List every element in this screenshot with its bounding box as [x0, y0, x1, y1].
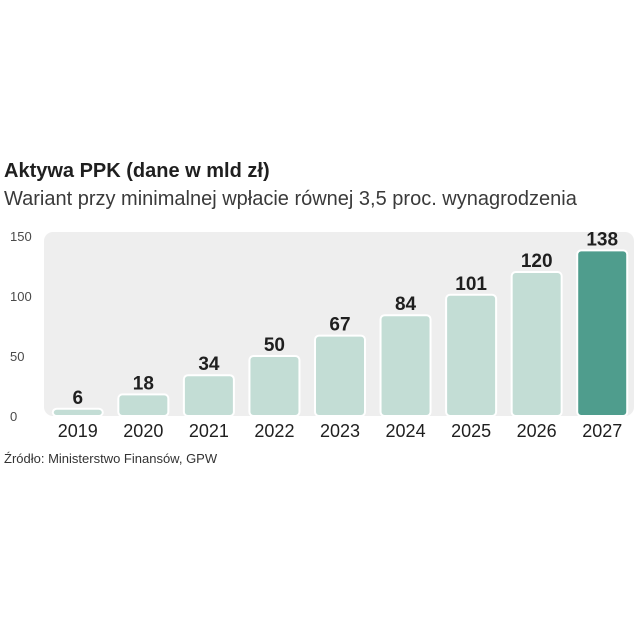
- data-label-2027: 138: [586, 229, 618, 250]
- bar-2020: [117, 393, 170, 417]
- y-tick-label: 150: [10, 229, 32, 244]
- bar-2022: [248, 355, 301, 417]
- bar-2019: [51, 407, 104, 418]
- y-tick-label: 0: [10, 409, 17, 424]
- data-label-2023: 67: [329, 315, 350, 336]
- x-tick-label-2022: 2022: [254, 421, 294, 441]
- bar-2027: [576, 249, 629, 418]
- source-note: Źródło: Ministerstwo Finansów, GPW: [4, 451, 218, 466]
- bar-2025: [445, 293, 498, 417]
- chart-subtitle: Wariant przy minimalnej wpłacie równej 3…: [4, 188, 577, 210]
- bar-2023: [314, 334, 366, 417]
- bar-2021: [182, 374, 235, 417]
- x-tick-label-2026: 2026: [517, 421, 557, 441]
- bar-2024: [379, 314, 432, 417]
- data-label-2025: 101: [455, 274, 487, 295]
- data-label-2022: 50: [264, 335, 285, 356]
- x-tick-label-2024: 2024: [386, 421, 426, 441]
- bar-chart: 0 50 100 150 6 2019 18 2020 34 2021 50 2022 67 2023 84…: [10, 229, 634, 441]
- data-label-2020: 18: [133, 373, 154, 394]
- data-label-2026: 120: [521, 251, 553, 272]
- y-tick-label: 50: [10, 349, 24, 364]
- y-tick-label: 100: [10, 289, 32, 304]
- chart-title: Aktywa PPK (dane w mld zł): [4, 160, 270, 182]
- x-tick-label-2020: 2020: [123, 421, 163, 441]
- data-label-2021: 34: [198, 354, 220, 375]
- data-label-2024: 84: [395, 294, 417, 315]
- x-tick-label-2023: 2023: [320, 421, 360, 441]
- x-tick-label-2019: 2019: [58, 421, 98, 441]
- x-tick-label-2025: 2025: [451, 421, 491, 441]
- x-tick-label-2021: 2021: [189, 421, 229, 441]
- bar-2026: [510, 271, 563, 417]
- x-tick-label-2027: 2027: [582, 421, 622, 441]
- data-label-2019: 6: [72, 388, 83, 409]
